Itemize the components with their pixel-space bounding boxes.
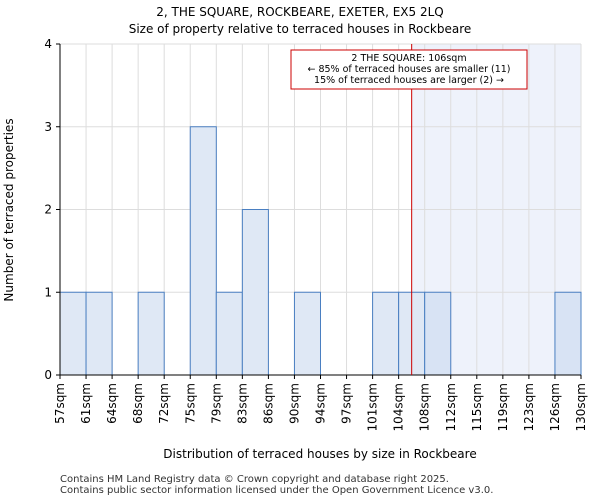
- bar-83sqm: [241, 209, 269, 376]
- x-tick-label: 68sqm: [131, 383, 145, 424]
- bar-68sqm: [137, 291, 165, 376]
- x-axis-label: Distribution of terraced houses by size …: [163, 447, 476, 461]
- bar-61sqm: [85, 291, 113, 376]
- x-tick-label: 101sqm: [366, 383, 380, 431]
- x-tick-label: 126sqm: [548, 383, 562, 431]
- x-ticks: 57sqm 61sqm 64sqm 68sqm 72sqm 75sqm 79sqm 83sqm…: [53, 375, 588, 431]
- annotation-line-3: 15% of terraced houses are larger (2) →: [314, 75, 504, 86]
- bar-126sqm: [554, 291, 582, 376]
- annotation-line-1: 2 THE SQUARE: 106sqm: [351, 53, 466, 64]
- x-tick-label: 130sqm: [574, 383, 588, 431]
- x-tick-label: 97sqm: [340, 383, 354, 424]
- x-tick-label: 119sqm: [496, 383, 510, 431]
- bar-101sqm: [372, 291, 400, 376]
- bar-108sqm: [424, 291, 452, 376]
- x-tick-label: 108sqm: [418, 383, 432, 431]
- chart-title: 2, THE SQUARE, ROCKBEARE, EXETER, EX5 2L…: [156, 5, 444, 19]
- x-tick-label: 90sqm: [287, 383, 301, 424]
- bar-57sqm: [59, 291, 87, 376]
- bar-90sqm: [293, 291, 322, 376]
- x-tick-label: 61sqm: [79, 383, 93, 424]
- y-tick-label: 1: [44, 285, 52, 299]
- footer-licence: Contains public sector information licen…: [60, 485, 494, 496]
- y-tick-label: 2: [44, 203, 52, 217]
- y-tick-label: 4: [44, 37, 52, 51]
- y-tick-label: 0: [44, 368, 52, 382]
- annotation-line-2: ← 85% of terraced houses are smaller (11…: [307, 64, 510, 75]
- x-tick-label: 104sqm: [392, 383, 406, 431]
- x-tick-label: 72sqm: [157, 383, 171, 424]
- x-tick-label: 112sqm: [444, 383, 458, 431]
- x-tick-label: 115sqm: [470, 383, 484, 431]
- x-tick-label: 83sqm: [235, 383, 249, 424]
- footer-copyright: Contains HM Land Registry data © Crown c…: [60, 474, 449, 485]
- y-axis-label: Number of terraced properties: [2, 118, 16, 301]
- x-tick-label: 94sqm: [314, 383, 328, 424]
- x-tick-label: 57sqm: [53, 383, 67, 424]
- bar-75sqm: [189, 126, 217, 376]
- bars: [59, 126, 582, 376]
- annotation-box: 2 THE SQUARE: 106sqm ← 85% of terraced h…: [290, 49, 528, 90]
- chart-subtitle: Size of property relative to terraced ho…: [129, 22, 472, 36]
- y-tick-label: 3: [44, 120, 52, 134]
- y-ticks: 0 1 2 3 4: [44, 37, 60, 382]
- x-tick-label: 86sqm: [261, 383, 275, 424]
- annotation-frame: [290, 49, 528, 90]
- bar-79sqm: [215, 291, 243, 376]
- x-tick-label: 123sqm: [522, 383, 536, 431]
- x-tick-label: 64sqm: [105, 383, 119, 424]
- x-tick-label: 75sqm: [183, 383, 197, 424]
- x-tick-label: 79sqm: [209, 383, 223, 424]
